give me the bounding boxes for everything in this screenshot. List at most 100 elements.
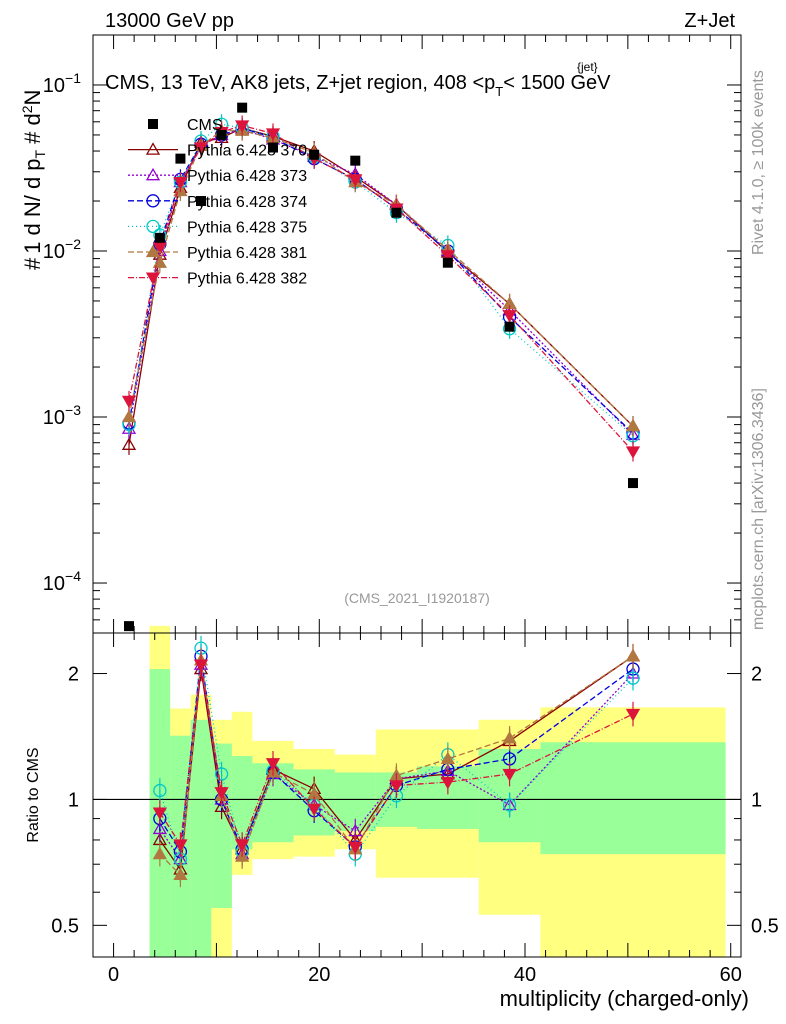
- uncertainty-band-inner: [190, 719, 212, 957]
- cms-point: [237, 102, 248, 113]
- main-ytick-label: 10−1: [43, 70, 81, 97]
- main-panel: 10−1 10−2 10−3 10−4 (CMS_2021_I1920187) CMS…: [19, 34, 742, 634]
- series-point: [152, 255, 167, 268]
- ratio-point: [625, 648, 641, 662]
- series-point: [121, 395, 137, 409]
- series-point: [152, 242, 167, 255]
- cms-point: [391, 207, 402, 218]
- ratio-point: [152, 821, 167, 835]
- legend-marker: [145, 244, 161, 258]
- ratio-ytick-label: 0.5: [751, 915, 779, 937]
- ratio-series-line: [159, 664, 634, 848]
- cms-point: [196, 196, 206, 207]
- legend-label: Pythia 6.428 373: [187, 168, 307, 185]
- ratio-point: [502, 798, 517, 812]
- legend-marker: [145, 272, 161, 285]
- main-title-tail: < 1500 GeV: [503, 72, 611, 94]
- ratio-series-line: [159, 656, 634, 854]
- series-point: [625, 446, 641, 459]
- main-title-text: CMS, 13 TeV, AK8 jets, Z+jet region, 408…: [105, 72, 495, 94]
- legend: CMS Pythia 6.428 370 Pythia 6.428 373 Pythi…: [128, 117, 307, 288]
- header-energy-label: 13000 GeV pp: [105, 10, 234, 32]
- ratio-ytick-label: 2: [68, 664, 79, 686]
- ratio-point: [625, 708, 641, 722]
- main-ytick-label: 10−3: [43, 402, 81, 429]
- ratio-point: [173, 839, 188, 852]
- ratio-plot-area: 0.5 0.51 12 20 20 40 60: [51, 625, 779, 986]
- series-point: [235, 120, 250, 133]
- ratio-point: [440, 751, 455, 765]
- legend-label: Pythia 6.428 370: [187, 143, 307, 160]
- series-point: [121, 437, 137, 450]
- x-tick-label: 20: [308, 964, 330, 986]
- analysis-label: (CMS_2021_I1920187): [344, 590, 490, 606]
- main-plot-area: 10−1 10−2 10−3 10−4: [43, 34, 741, 634]
- cms-point: [504, 321, 515, 332]
- cms-point: [309, 149, 320, 160]
- ratio-point: [440, 776, 455, 790]
- ratio-point: [626, 671, 640, 685]
- series-point: [265, 128, 281, 141]
- legend-label: CMS: [187, 117, 223, 134]
- legend-label: Pythia 6.428 375: [187, 219, 307, 236]
- ratio-ytick-label: 0.5: [51, 915, 79, 937]
- ratio-point: [152, 846, 167, 860]
- series-point: [121, 409, 137, 423]
- ratio-point: [214, 787, 229, 800]
- main-ylabel-text: #1d N/ d pT# d2N: [19, 90, 48, 270]
- ratio-point: [193, 659, 209, 672]
- series-point: [440, 250, 455, 263]
- x-axis-label: multiplicity (charged-only): [500, 986, 749, 1011]
- series-point: [502, 310, 517, 323]
- legend-marker: [146, 194, 160, 208]
- main-ytick-label: 10−4: [43, 568, 81, 595]
- legend-label: Pythia 6.428 381: [187, 245, 307, 262]
- x-tick-label: 60: [720, 964, 742, 986]
- main-title: CMS, 13 TeV, AK8 jets, Z+jet region, 408…: [105, 72, 611, 99]
- uncertainty-band-inner: [211, 743, 232, 909]
- cms-point: [175, 153, 186, 164]
- ratio-ytick-label: 2: [751, 664, 762, 686]
- series-point: [193, 142, 209, 155]
- ratio-ylabel: Ratio to CMS: [25, 747, 42, 842]
- ratio-point: [173, 867, 188, 881]
- x-tick-label: 0: [108, 964, 119, 986]
- main-title-sup: {jet}: [577, 60, 598, 74]
- cms-point: [216, 129, 227, 140]
- legend-marker: [145, 142, 161, 155]
- series-point: [173, 176, 188, 190]
- series-point: [625, 418, 641, 432]
- mcplots-label: mcplots.cern.ch [arXiv:1306.3436]: [750, 388, 767, 630]
- ratio-point: [307, 803, 322, 817]
- series-point: [348, 174, 363, 187]
- ratio-point: [235, 839, 250, 852]
- cms-point: [268, 142, 278, 153]
- ratio-frame: [92, 632, 742, 958]
- x-tick-label: 40: [514, 964, 536, 986]
- header-process-label: Z+Jet: [684, 10, 735, 32]
- main-ylabel: #1d N/ d pT# d2N: [19, 90, 48, 270]
- cms-point: [442, 257, 453, 268]
- ratio-series-line: [159, 648, 634, 860]
- ratio-point: [348, 841, 363, 855]
- ratio-ytick-label: 1: [751, 789, 762, 811]
- cms-point: [350, 155, 361, 166]
- legend-marker: [145, 167, 161, 181]
- cms-point: [124, 621, 134, 632]
- legend-marker: [146, 219, 160, 234]
- main-title-sub: T: [495, 84, 503, 99]
- ratio-point: [502, 731, 517, 744]
- uncertainty-band-inner: [231, 756, 253, 850]
- cms-point: [154, 232, 165, 243]
- legend-marker: [148, 119, 158, 129]
- ratio-panel: 0.5 0.51 12 20 20 40 60 Ratio to CMS multiplic…: [25, 625, 779, 1011]
- ratio-point: [502, 768, 517, 782]
- ratio-ytick-label: 1: [68, 789, 79, 811]
- ratio-point: [389, 780, 404, 793]
- main-ytick-label: 10−2: [43, 236, 81, 263]
- ratio-point: [152, 807, 167, 820]
- uncertainty-band-inner: [540, 742, 726, 855]
- legend-label: Pythia 6.428 382: [187, 271, 307, 288]
- rivet-label: Rivet 4.1.0, ≥ 100k events: [750, 70, 767, 255]
- ratio-point: [153, 783, 167, 798]
